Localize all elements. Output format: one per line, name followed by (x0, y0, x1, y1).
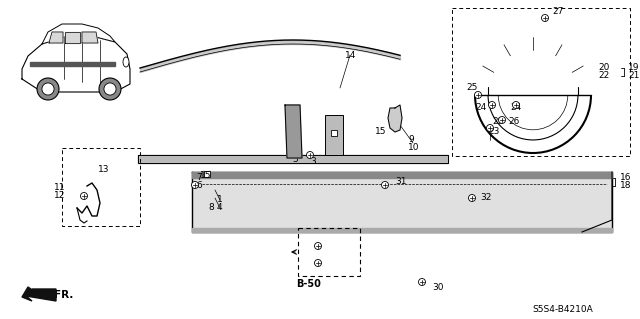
Text: 6: 6 (196, 181, 202, 189)
Polygon shape (192, 172, 612, 232)
Text: 15: 15 (375, 128, 387, 137)
Polygon shape (49, 32, 63, 43)
Circle shape (37, 78, 59, 100)
Circle shape (99, 78, 121, 100)
Polygon shape (82, 32, 98, 43)
Circle shape (499, 116, 506, 123)
Text: 7: 7 (196, 174, 202, 182)
Bar (325, 115, 343, 155)
Text: 16: 16 (620, 174, 632, 182)
Ellipse shape (123, 57, 129, 67)
Polygon shape (22, 287, 56, 301)
Text: 18: 18 (620, 182, 632, 190)
Circle shape (104, 83, 116, 95)
Polygon shape (192, 172, 612, 178)
Circle shape (486, 124, 493, 131)
Polygon shape (192, 228, 612, 232)
Text: 11: 11 (54, 183, 65, 192)
Circle shape (81, 192, 88, 199)
Circle shape (381, 182, 388, 189)
Text: FR.: FR. (54, 290, 74, 300)
Text: 5: 5 (292, 155, 298, 165)
Circle shape (191, 182, 198, 189)
Polygon shape (22, 36, 130, 92)
Polygon shape (42, 24, 115, 44)
Circle shape (314, 259, 321, 266)
Text: 19: 19 (628, 63, 639, 72)
Text: B-50: B-50 (296, 279, 321, 289)
Text: 8: 8 (208, 204, 214, 212)
Text: 14: 14 (345, 50, 356, 60)
Text: 27: 27 (552, 8, 563, 17)
Text: 20: 20 (598, 63, 609, 72)
Text: 13: 13 (98, 166, 109, 174)
Circle shape (419, 278, 426, 286)
Text: 25: 25 (466, 84, 477, 93)
Text: 32: 32 (480, 194, 492, 203)
Polygon shape (285, 105, 302, 158)
Circle shape (541, 14, 548, 21)
Polygon shape (30, 62, 115, 66)
Bar (298, 228, 360, 276)
Text: 29: 29 (492, 117, 504, 127)
Text: 26: 26 (508, 117, 520, 127)
Text: 21: 21 (628, 71, 639, 80)
Text: 22: 22 (598, 71, 609, 80)
Bar (62, 148, 140, 226)
Bar (452, 8, 630, 156)
Polygon shape (65, 32, 80, 43)
Circle shape (474, 92, 481, 99)
Text: 24: 24 (475, 103, 486, 113)
Polygon shape (388, 105, 402, 132)
Circle shape (488, 101, 495, 108)
Text: 1: 1 (217, 196, 223, 204)
Bar (331, 130, 337, 136)
Bar (204, 171, 210, 177)
Circle shape (314, 242, 321, 249)
Polygon shape (138, 155, 448, 163)
Text: 31: 31 (395, 177, 406, 187)
Text: 30: 30 (432, 284, 444, 293)
Circle shape (307, 152, 314, 159)
Circle shape (513, 101, 520, 108)
Circle shape (42, 83, 54, 95)
Text: 23: 23 (488, 128, 499, 137)
Text: S5S4-B4210A: S5S4-B4210A (532, 306, 593, 315)
Text: 15: 15 (200, 170, 211, 180)
Text: 24: 24 (510, 103, 521, 113)
Text: 9: 9 (408, 136, 413, 145)
Text: 2: 2 (292, 147, 298, 157)
Text: 10: 10 (408, 144, 419, 152)
Circle shape (468, 195, 476, 202)
Text: 4: 4 (217, 204, 223, 212)
Text: 12: 12 (54, 191, 65, 201)
Text: 3: 3 (310, 158, 316, 167)
